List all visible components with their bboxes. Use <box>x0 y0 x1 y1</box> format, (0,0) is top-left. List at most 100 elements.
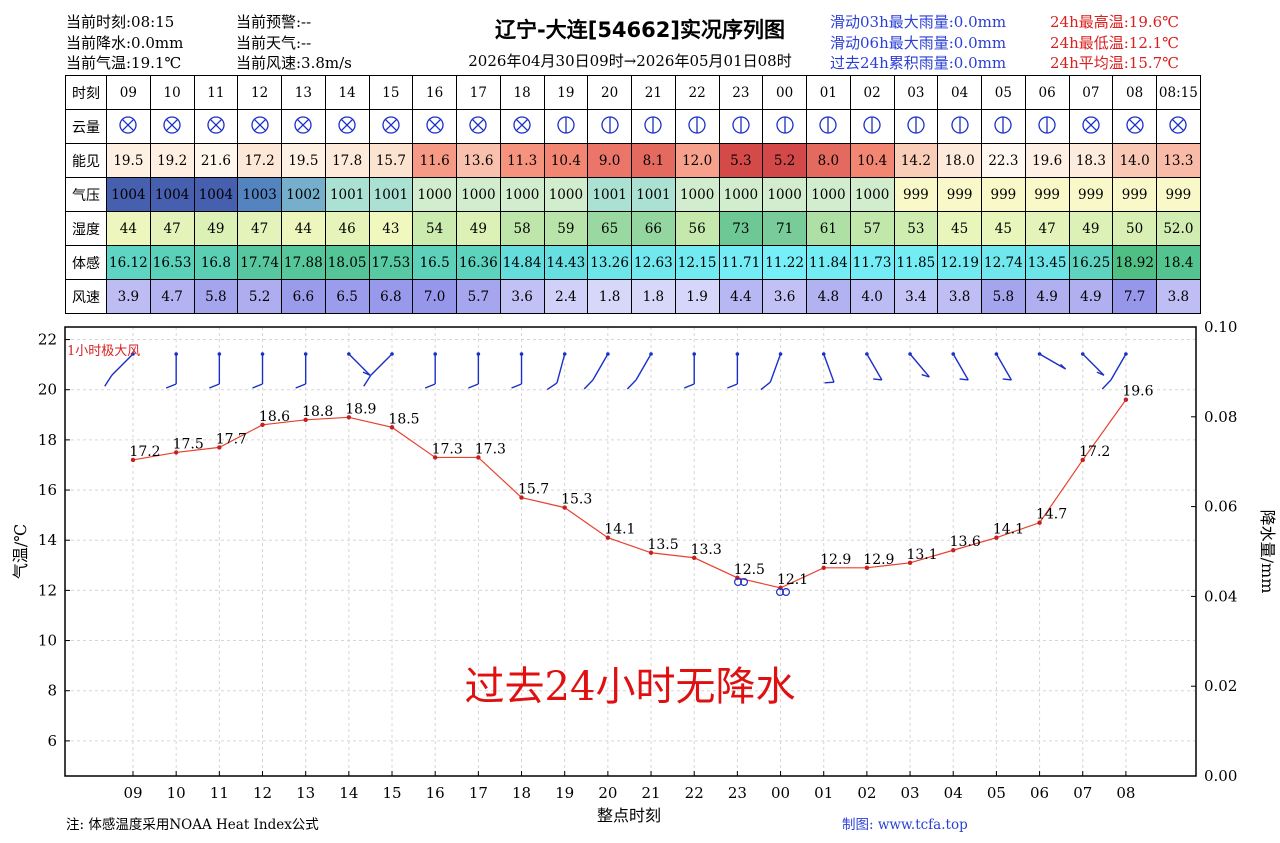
y-tick-label: 8 <box>47 682 57 700</box>
pres-cell: 1000 <box>499 177 545 212</box>
temperature-data-label: 17.3 <box>432 441 463 457</box>
wind-cell: 6.6 <box>281 279 326 314</box>
x-tick-label: 02 <box>857 784 876 802</box>
hum-cell: 44 <box>106 211 151 246</box>
wind-barb <box>760 352 783 391</box>
plot-frame <box>64 326 1197 777</box>
cloud-cell <box>412 109 457 144</box>
wind-cell: 6.8 <box>368 279 414 314</box>
temperature-data-label: 15.7 <box>518 482 549 498</box>
feel-cell: 11.85 <box>893 245 939 280</box>
wind-cell: 4.9 <box>1068 279 1114 314</box>
feel-cell: 16.12 <box>106 245 151 280</box>
cloud-cell <box>368 109 414 144</box>
cloud-cover-icon <box>557 115 575 134</box>
time-cell: 11 <box>193 75 239 110</box>
rain-24h: 过去24h累积雨量:0.0mm <box>830 54 1007 72</box>
cloud-cover-icon <box>688 115 706 134</box>
hum-cell: 45 <box>981 211 1026 246</box>
temperature-point <box>692 555 697 560</box>
time-cell: 03 <box>893 75 939 110</box>
pres-cell: 1001 <box>587 177 632 212</box>
time-cell: 14 <box>324 75 370 110</box>
credit: 制图: www.tcfa.top <box>842 817 968 833</box>
pres-cell: 1002 <box>281 177 326 212</box>
wind-barb <box>511 352 524 389</box>
cloud-cover-icon <box>644 115 663 134</box>
vis-cell: 13.6 <box>456 143 501 178</box>
hum-cell: 50 <box>1112 211 1157 246</box>
table-row-feel: 体感 16.12 16.53 16.8 17.74 17.88 18.05 17.53 16.5… <box>65 245 1201 280</box>
pres-cell: 1003 <box>237 177 282 212</box>
temperature-point <box>130 457 136 463</box>
temperature-data-label: 18.8 <box>302 404 333 420</box>
cloud-cover-icon <box>207 115 225 134</box>
wind-cell: 3.6 <box>499 279 545 314</box>
cloud-cover-icon <box>950 115 969 134</box>
gust-mark <box>733 577 742 586</box>
vis-cell: 19.6 <box>1024 143 1070 178</box>
min-temp: 24h最低温:12.1℃ <box>1050 34 1179 52</box>
hum-cell: 46 <box>324 211 370 246</box>
cloud-cover-icon <box>1125 115 1144 134</box>
wind-barb <box>209 352 222 389</box>
temperature-data-label: 14.7 <box>1036 507 1067 523</box>
x-tick-label: 14 <box>339 784 358 802</box>
current-weather: 当前天气:-- <box>236 34 312 52</box>
hum-cell: 47 <box>237 211 282 246</box>
row-header-wind: 风速 <box>65 279 107 314</box>
vis-cell: 5.2 <box>762 143 807 178</box>
feel-cell: 12.74 <box>981 245 1026 280</box>
temperature-point <box>1037 520 1042 525</box>
cloud-cover-icon <box>338 115 356 134</box>
hum-cell: 58 <box>499 211 545 246</box>
hum-cell: 43 <box>368 211 414 246</box>
y-tick-label: 6 <box>47 732 57 750</box>
x-axis-label: 整点时刻 <box>597 806 661 825</box>
wind-barb <box>821 352 835 384</box>
vis-cell: 8.1 <box>631 143 676 178</box>
row-header-pres: 气压 <box>65 177 107 212</box>
hum-cell: 49 <box>1068 211 1114 246</box>
temperature-data-label: 14.1 <box>993 522 1024 538</box>
feel-cell: 13.45 <box>1024 245 1070 280</box>
feel-cell: 18.05 <box>324 245 370 280</box>
pres-cell: 1000 <box>849 177 895 212</box>
temperature-point <box>951 548 956 553</box>
wind-cell: 5.8 <box>193 279 239 314</box>
vis-cell: 11.3 <box>499 143 545 178</box>
cloud-cover-icon <box>994 115 1013 134</box>
cloud-cover-icon <box>250 115 269 134</box>
x-tick-label: 07 <box>1073 784 1092 802</box>
wind-barb <box>104 352 135 387</box>
y-tick-label: 18 <box>38 431 57 449</box>
wind-barb <box>424 352 437 389</box>
vis-cell: 19.2 <box>149 143 195 178</box>
current-precip: 当前降水:0.0mm <box>66 34 184 52</box>
wind-cell: 1.8 <box>631 279 676 314</box>
pres-cell: 999 <box>1112 177 1157 212</box>
temperature-data-label: 14.1 <box>604 522 635 538</box>
temperature-data-label: 17.3 <box>475 441 506 457</box>
feel-cell: 16.53 <box>149 245 195 280</box>
pres-cell: 999 <box>981 177 1026 212</box>
table-row-cloud: 云量 <box>65 109 1201 144</box>
x-tick-label: 20 <box>598 784 617 802</box>
hum-cell: 52.0 <box>1156 211 1201 246</box>
wind-barb <box>994 352 1013 381</box>
wind-barb <box>626 352 653 390</box>
temperature-point <box>476 455 481 460</box>
cloud-cell <box>718 109 764 144</box>
temperature-data-label: 13.1 <box>906 547 937 563</box>
page-title: 辽宁-大连[54662]实况序列图 <box>495 18 785 42</box>
hum-cell: 45 <box>937 211 982 246</box>
pres-cell: 1001 <box>324 177 370 212</box>
y-tick-label: 10 <box>38 632 57 650</box>
row-header-vis: 能见 <box>65 143 107 178</box>
cloud-cell <box>937 109 982 144</box>
row-header-feel: 体感 <box>65 245 107 280</box>
temperature-line <box>132 399 1127 589</box>
wind-barb <box>165 352 178 389</box>
vis-cell: 14.2 <box>893 143 939 178</box>
cloud-cover-icon <box>775 115 794 134</box>
